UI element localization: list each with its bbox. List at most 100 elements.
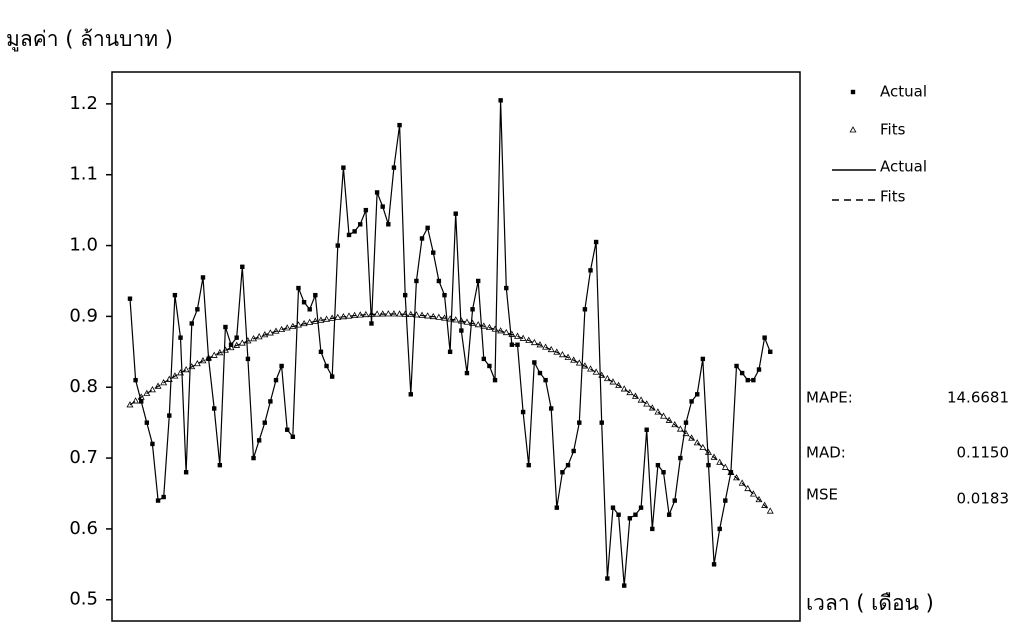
- legend-label: Actual: [880, 83, 927, 101]
- point: [244, 337, 252, 344]
- point: [436, 278, 442, 284]
- point: [401, 310, 409, 317]
- point: [526, 462, 531, 468]
- point: [200, 275, 206, 280]
- point: [738, 479, 746, 486]
- point: [688, 434, 696, 441]
- point: [266, 329, 274, 336]
- point: [470, 307, 475, 312]
- legend-symbol: [850, 89, 856, 95]
- point: [481, 356, 487, 362]
- point: [492, 377, 498, 383]
- point: [648, 404, 656, 411]
- point: [300, 319, 308, 327]
- point: [374, 190, 380, 195]
- point: [391, 165, 397, 170]
- point: [665, 416, 673, 423]
- point: [610, 505, 616, 510]
- y-tick-label: 0.6: [69, 518, 98, 539]
- point: [699, 443, 707, 451]
- point: [127, 296, 133, 301]
- point: [695, 392, 700, 397]
- series-line: [129, 100, 771, 586]
- point: [397, 122, 402, 128]
- point: [272, 327, 280, 334]
- point: [177, 369, 185, 376]
- y-tick-label: 1.2: [69, 93, 98, 114]
- y-tick-label: 0.8: [69, 376, 98, 397]
- point: [536, 341, 544, 348]
- point: [655, 462, 661, 468]
- point: [598, 371, 606, 378]
- point: [351, 311, 359, 319]
- point: [723, 498, 728, 503]
- point: [373, 310, 381, 317]
- point: [671, 420, 679, 428]
- point: [509, 342, 515, 347]
- point: [603, 374, 611, 382]
- point: [356, 311, 364, 318]
- point: [654, 408, 662, 415]
- point: [497, 327, 505, 334]
- point: [306, 318, 314, 325]
- point: [402, 292, 408, 298]
- point: [429, 312, 437, 320]
- y-tick-label: 0.5: [69, 589, 98, 610]
- point: [721, 463, 729, 470]
- point: [633, 512, 638, 517]
- point: [294, 321, 302, 328]
- legend-symbol: [849, 126, 857, 133]
- point: [447, 349, 453, 355]
- point: [749, 490, 757, 497]
- point: [386, 222, 391, 227]
- point: [233, 341, 241, 348]
- point: [560, 470, 565, 475]
- point: [339, 313, 347, 320]
- point: [165, 375, 173, 382]
- point: [547, 345, 555, 353]
- legend-label: Fits: [880, 188, 906, 206]
- series-line: [129, 313, 771, 512]
- point: [532, 360, 537, 365]
- point: [733, 474, 741, 481]
- point: [255, 333, 263, 340]
- point: [609, 378, 617, 385]
- point: [379, 310, 387, 317]
- point: [581, 362, 589, 369]
- point: [418, 311, 426, 318]
- point: [570, 356, 578, 363]
- point: [126, 401, 134, 408]
- point: [311, 317, 319, 324]
- point: [637, 396, 645, 403]
- point: [301, 300, 307, 305]
- point: [605, 576, 610, 581]
- point: [515, 342, 520, 347]
- point: [358, 222, 363, 227]
- point: [756, 367, 762, 372]
- point: [504, 285, 509, 291]
- point: [768, 349, 773, 355]
- point: [558, 350, 566, 358]
- point: [548, 406, 554, 411]
- y-tick-label: 0.9: [69, 305, 98, 326]
- point: [256, 438, 262, 443]
- point: [452, 316, 460, 323]
- point: [206, 356, 211, 362]
- point: [205, 354, 213, 361]
- point: [133, 377, 138, 383]
- point: [716, 458, 724, 465]
- point: [188, 362, 196, 370]
- point: [762, 335, 767, 340]
- point: [519, 334, 527, 341]
- point: [638, 505, 644, 510]
- point: [734, 363, 739, 369]
- point: [346, 232, 352, 238]
- point: [689, 399, 694, 404]
- point: [268, 399, 273, 404]
- point: [480, 322, 488, 329]
- point: [193, 359, 201, 367]
- point: [682, 429, 690, 437]
- point: [384, 310, 392, 317]
- point: [150, 441, 155, 447]
- point: [755, 495, 763, 503]
